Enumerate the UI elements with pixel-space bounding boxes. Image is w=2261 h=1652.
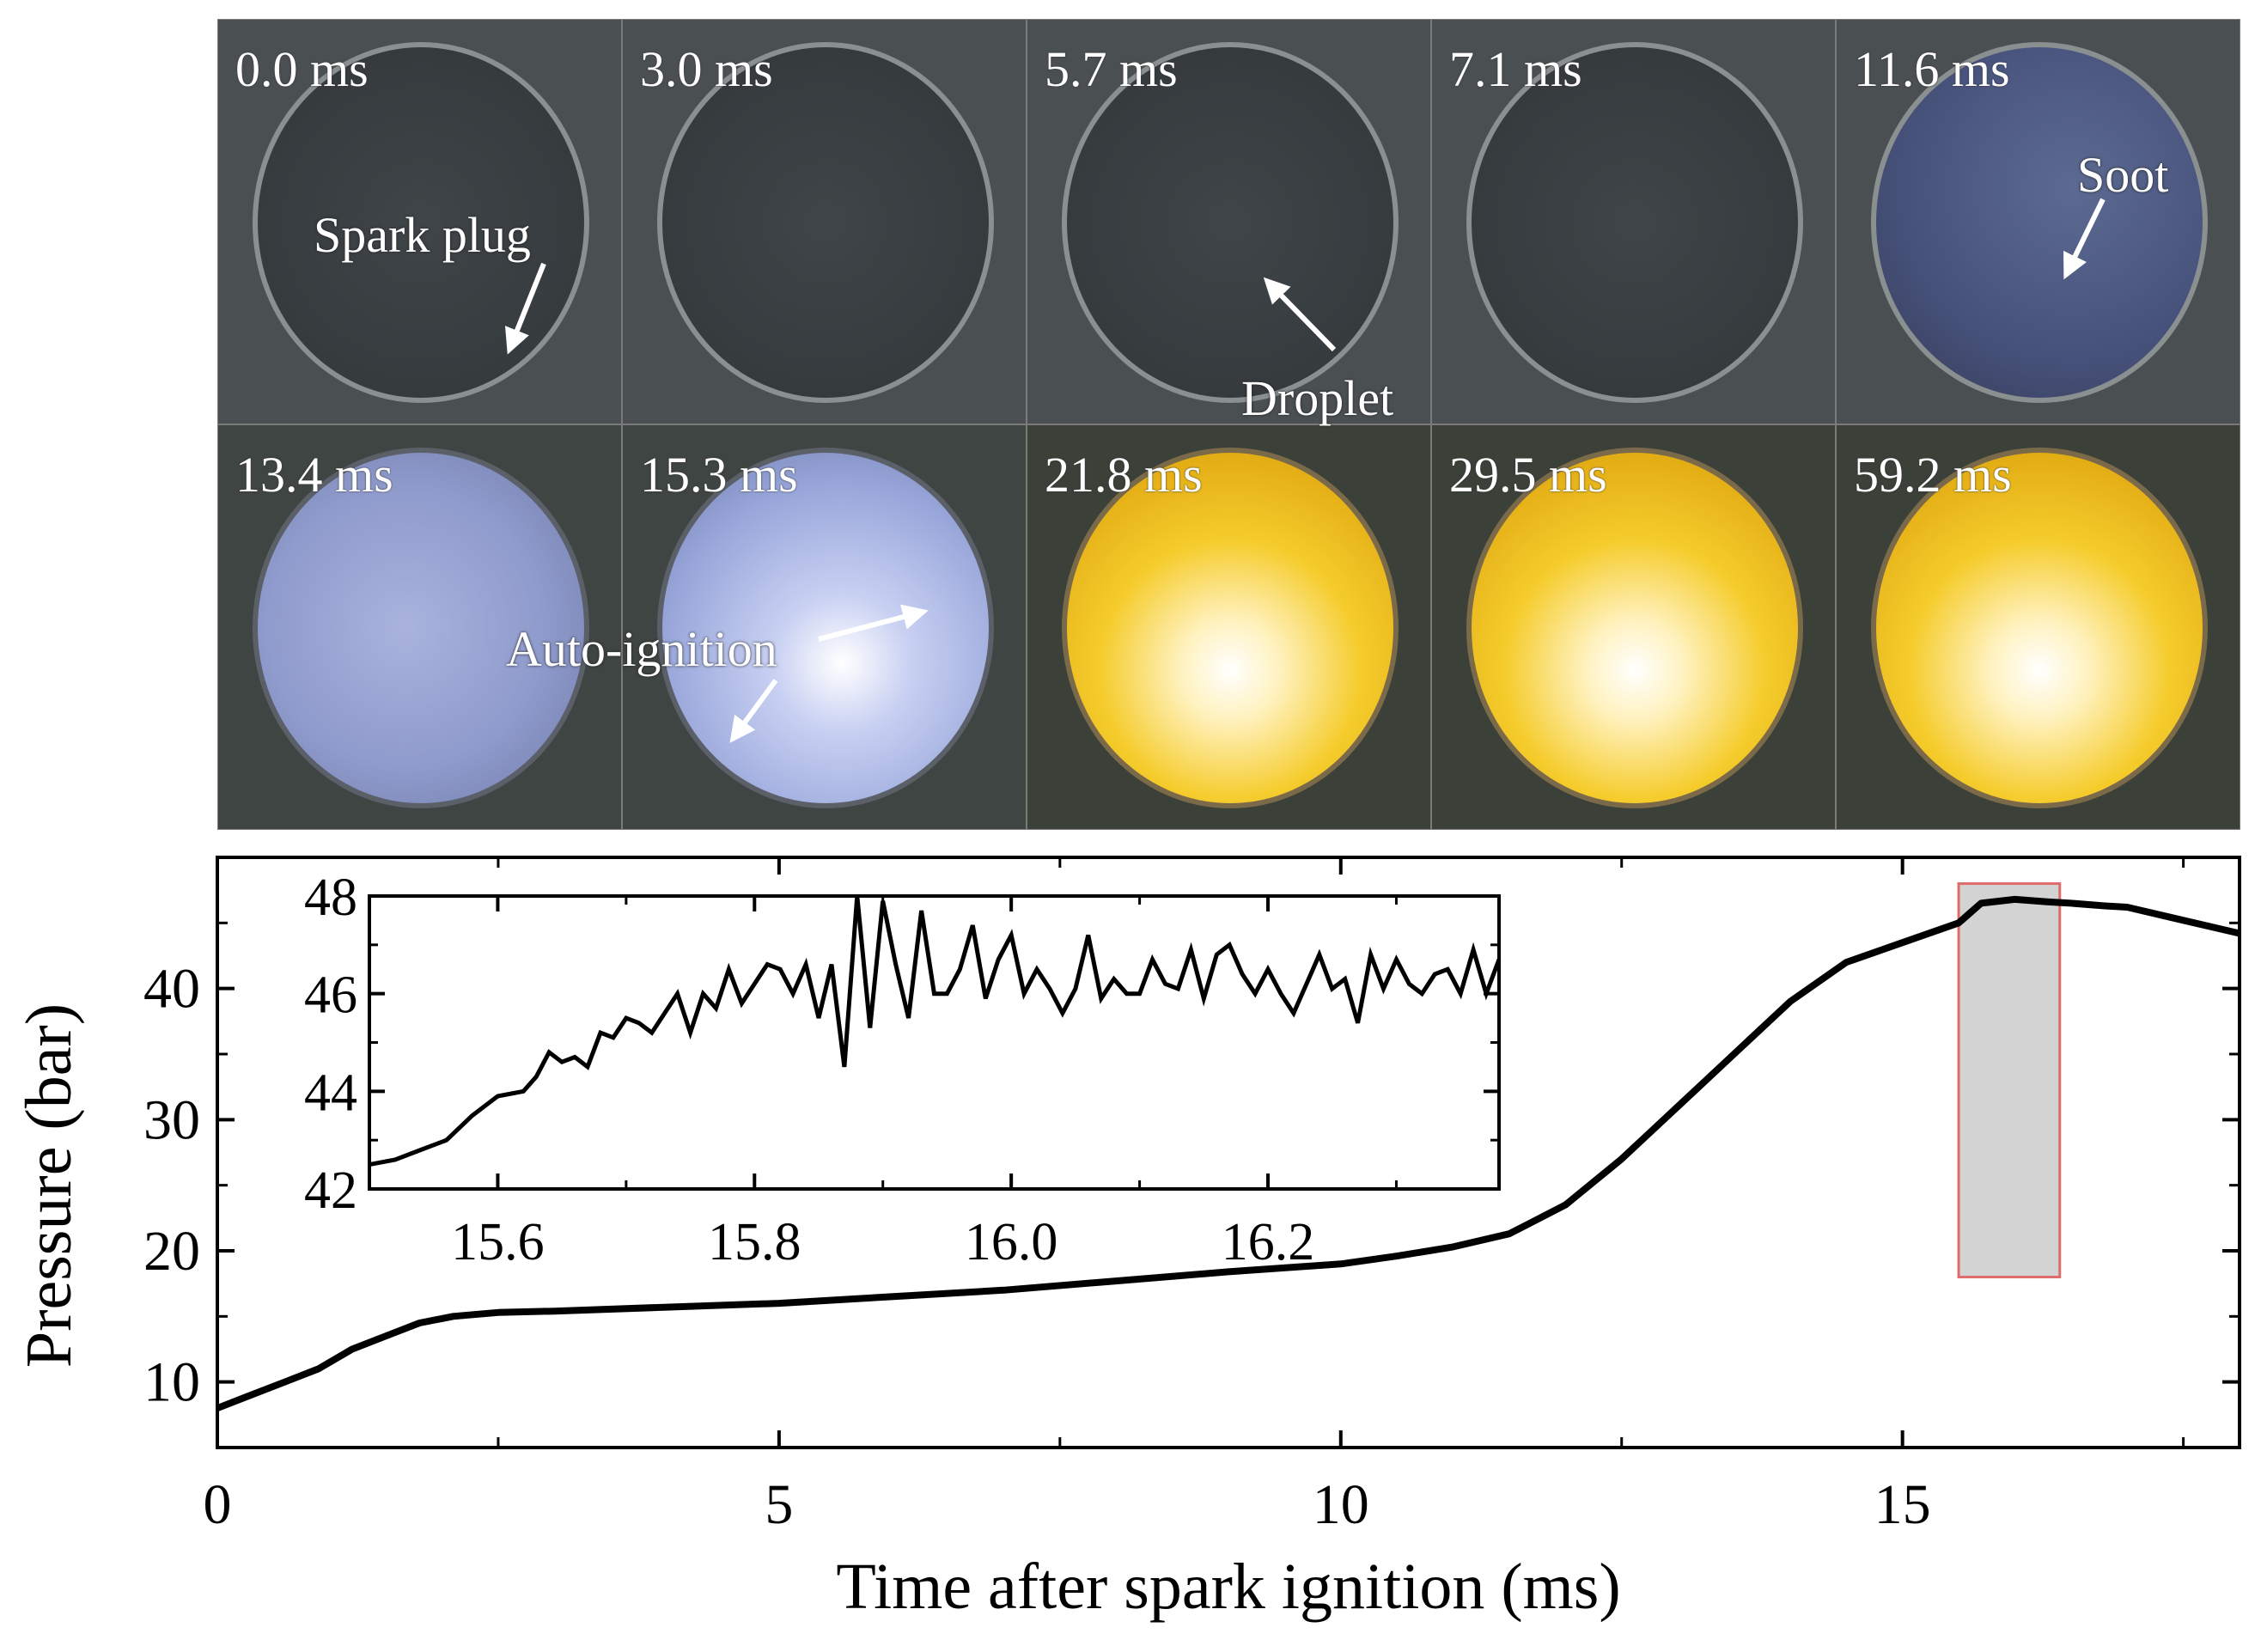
combustion-chamber <box>253 448 589 808</box>
inset-series-line <box>369 895 1502 1167</box>
video-frame: 59.2 ms <box>1836 424 2240 830</box>
soot-arrow <box>2063 198 2106 280</box>
inset-y-tick-label: 46 <box>304 966 357 1025</box>
auto-ignition-arrow-1 <box>818 604 929 642</box>
frame-timestamp: 7.1 ms <box>1449 41 1582 97</box>
zoom-highlight-box <box>1957 882 2062 1279</box>
video-frame: 7.1 ms <box>1431 19 1836 424</box>
combustion-chamber <box>657 42 994 403</box>
inset-y-tick-label: 48 <box>304 869 357 927</box>
combustion-chamber <box>1466 42 1803 403</box>
pressure-chart: 0 5 10 15 10 20 30 40 Time after spark ignition … <box>13 856 2241 1623</box>
x-tick-label: 15 <box>1874 1473 1931 1536</box>
frame-timestamp: 15.3 ms <box>640 447 798 503</box>
video-frame: 21.8 ms <box>1027 424 1431 830</box>
annotation-arrows <box>504 198 2106 743</box>
frame-timestamp: 13.4 ms <box>235 447 393 503</box>
combustion-chamber <box>1871 448 2208 808</box>
x-tick-label: 5 <box>765 1473 793 1536</box>
frame-timestamp: 21.8 ms <box>1045 447 1203 503</box>
spark-plug-label: Spark plug <box>314 207 531 263</box>
frame-timestamp: 5.7 ms <box>1045 41 1178 97</box>
video-frame: 15.3 ms <box>622 424 1027 830</box>
combustion-chamber <box>657 448 994 808</box>
inset-x-tick-label: 15.8 <box>708 1213 801 1271</box>
combustion-chamber <box>1062 448 1399 808</box>
x-axis-label: Time after spark ignition (ms) <box>836 1551 1620 1623</box>
inset-x-tick-label: 15.6 <box>451 1213 545 1271</box>
frame-grid: 0.0 ms 3.0 ms 5.7 ms 7.1 ms 11.6 ms 13.4 ms 15… <box>217 19 2240 831</box>
pressure-series-line <box>216 895 2240 1411</box>
droplet-label: Droplet <box>1241 370 1394 426</box>
inset-x-tick-label: 16.2 <box>1222 1213 1315 1271</box>
y-tick-label: 40 <box>143 958 200 1021</box>
inset-chart: 15.6 15.8 16.0 16.2 42 44 46 48 <box>304 869 1502 1271</box>
video-frame: 13.4 ms <box>217 424 622 830</box>
inset-y-tick-label: 42 <box>304 1161 357 1220</box>
combustion-chamber <box>253 42 589 403</box>
video-frame: 0.0 ms <box>217 19 622 424</box>
y-axis-label: Pressure (bar) <box>13 1003 85 1368</box>
x-tick-label: 10 <box>1313 1473 1369 1536</box>
combustion-chamber <box>1871 42 2208 403</box>
frame-timestamp: 59.2 ms <box>1854 447 2012 503</box>
combustion-chamber <box>1466 448 1803 808</box>
soot-label: Soot <box>2077 147 2169 203</box>
y-tick-label: 10 <box>143 1351 200 1414</box>
frame-timestamp: 29.5 ms <box>1449 447 1607 503</box>
auto-ignition-label: Auto-ignition <box>506 621 777 677</box>
main-plot-frame <box>216 856 2241 1449</box>
inset-x-tick-label: 16.0 <box>965 1213 1058 1271</box>
frame-timestamp: 3.0 ms <box>640 41 773 97</box>
inset-y-tick-label: 44 <box>304 1064 357 1122</box>
video-frame: 3.0 ms <box>622 19 1027 424</box>
droplet-arrow <box>1263 277 1337 352</box>
auto-ignition-arrow-2 <box>729 679 778 743</box>
frame-timestamp: 11.6 ms <box>1854 41 2010 97</box>
frame-timestamp: 0.0 ms <box>235 41 369 97</box>
x-tick-label: 0 <box>204 1473 232 1536</box>
spark-plug-arrow <box>504 262 546 355</box>
y-tick-label: 30 <box>143 1088 200 1151</box>
video-frame: 5.7 ms <box>1027 19 1431 424</box>
combustion-chamber <box>1062 42 1399 403</box>
video-frame: 11.6 ms <box>1836 19 2240 424</box>
y-tick-label: 20 <box>143 1220 200 1283</box>
inset-plot-frame <box>368 894 1501 1191</box>
video-frame: 29.5 ms <box>1431 424 1836 830</box>
